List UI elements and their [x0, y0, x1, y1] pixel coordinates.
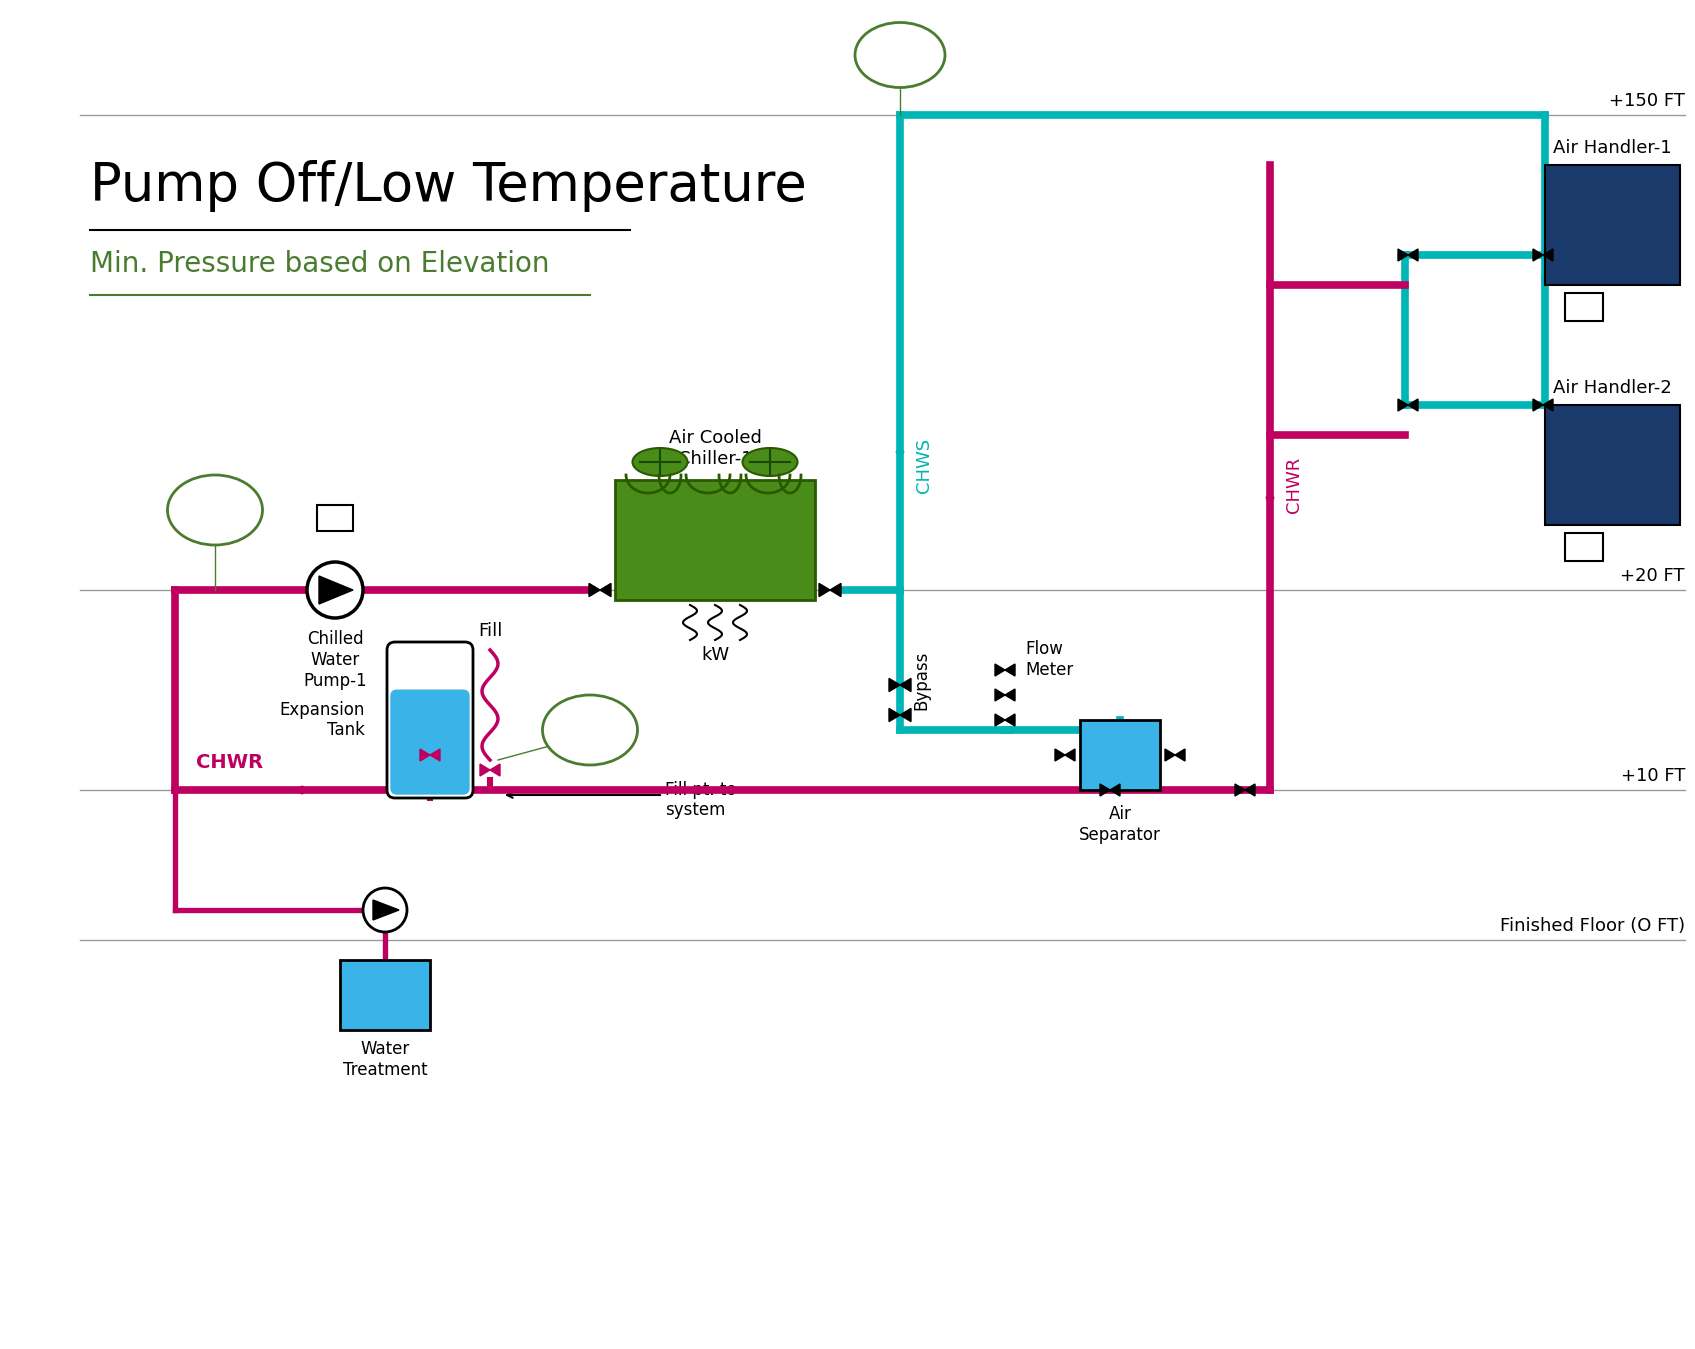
Polygon shape: [1005, 664, 1015, 676]
Polygon shape: [1100, 784, 1110, 796]
Polygon shape: [888, 708, 900, 722]
Text: Bypass: Bypass: [912, 650, 931, 710]
Polygon shape: [1175, 749, 1185, 761]
Text: Air
Separator: Air Separator: [1080, 805, 1161, 844]
Text: M: M: [1576, 538, 1592, 556]
Polygon shape: [1236, 784, 1246, 796]
Text: M: M: [327, 509, 344, 527]
Polygon shape: [1409, 399, 1419, 411]
Text: Air Handler-1: Air Handler-1: [1553, 139, 1671, 156]
FancyBboxPatch shape: [341, 960, 431, 1031]
Text: Chilled
Water
Pump-1: Chilled Water Pump-1: [303, 630, 366, 689]
Polygon shape: [995, 664, 1005, 676]
Polygon shape: [373, 900, 398, 920]
Polygon shape: [1054, 749, 1064, 761]
FancyBboxPatch shape: [392, 691, 470, 795]
Circle shape: [363, 888, 407, 932]
Polygon shape: [319, 576, 353, 604]
Polygon shape: [431, 749, 441, 761]
Polygon shape: [888, 679, 900, 692]
Text: 10
psig: 10 psig: [878, 35, 920, 74]
Ellipse shape: [632, 448, 688, 476]
Text: M: M: [1576, 298, 1592, 316]
Text: 66.4
psig: 66.4 psig: [195, 491, 236, 529]
Polygon shape: [831, 583, 841, 596]
Text: Flow
Meter: Flow Meter: [1025, 639, 1073, 679]
Ellipse shape: [542, 695, 637, 765]
Text: +10 FT: +10 FT: [1620, 768, 1685, 785]
Circle shape: [307, 563, 363, 618]
Polygon shape: [1005, 714, 1015, 726]
Polygon shape: [420, 749, 431, 761]
Polygon shape: [490, 764, 500, 776]
Ellipse shape: [742, 448, 798, 476]
Polygon shape: [1542, 399, 1553, 411]
Polygon shape: [1532, 399, 1542, 411]
Polygon shape: [1398, 250, 1409, 260]
FancyBboxPatch shape: [615, 480, 815, 600]
FancyBboxPatch shape: [1546, 165, 1680, 285]
Ellipse shape: [168, 475, 263, 545]
Polygon shape: [900, 679, 910, 692]
Text: Expansion
Tank: Expansion Tank: [280, 700, 364, 739]
FancyBboxPatch shape: [1546, 405, 1680, 525]
Text: Fill: Fill: [478, 622, 502, 639]
Text: CHWR: CHWR: [1285, 457, 1303, 513]
Text: +150 FT: +150 FT: [1609, 92, 1685, 111]
Text: Air Cooled
Chiller-1: Air Cooled Chiller-1: [668, 429, 761, 468]
Polygon shape: [1110, 784, 1120, 796]
Text: Min. Pressure based on Elevation: Min. Pressure based on Elevation: [90, 250, 549, 278]
Polygon shape: [480, 764, 490, 776]
Polygon shape: [1164, 749, 1175, 761]
Text: Air Handler-2: Air Handler-2: [1553, 379, 1671, 397]
Polygon shape: [1398, 399, 1409, 411]
Polygon shape: [819, 583, 831, 596]
Text: 70.7
psig: 70.7 psig: [570, 711, 610, 750]
FancyBboxPatch shape: [1564, 533, 1603, 561]
Polygon shape: [1064, 749, 1075, 761]
Text: CHWR: CHWR: [197, 753, 263, 772]
Text: CHWS: CHWS: [915, 437, 932, 492]
FancyBboxPatch shape: [386, 642, 473, 799]
Text: +20 FT: +20 FT: [1620, 567, 1685, 585]
Polygon shape: [600, 583, 610, 596]
Polygon shape: [1542, 250, 1553, 260]
Polygon shape: [1005, 689, 1015, 701]
Polygon shape: [1409, 250, 1419, 260]
Polygon shape: [995, 714, 1005, 726]
FancyBboxPatch shape: [317, 505, 353, 532]
Text: Fill pt. to
system: Fill pt. to system: [664, 781, 737, 819]
Polygon shape: [588, 583, 600, 596]
Text: Water
Treatment: Water Treatment: [342, 1040, 427, 1079]
FancyBboxPatch shape: [1080, 720, 1159, 791]
FancyBboxPatch shape: [1564, 293, 1603, 321]
Ellipse shape: [854, 23, 946, 88]
Polygon shape: [1246, 784, 1254, 796]
Text: Finished Floor (O FT): Finished Floor (O FT): [1500, 917, 1685, 935]
Polygon shape: [995, 689, 1005, 701]
Text: Pump Off/Low Temperature: Pump Off/Low Temperature: [90, 161, 807, 212]
Polygon shape: [1532, 250, 1542, 260]
Text: kW: kW: [702, 646, 729, 664]
Polygon shape: [900, 708, 910, 722]
